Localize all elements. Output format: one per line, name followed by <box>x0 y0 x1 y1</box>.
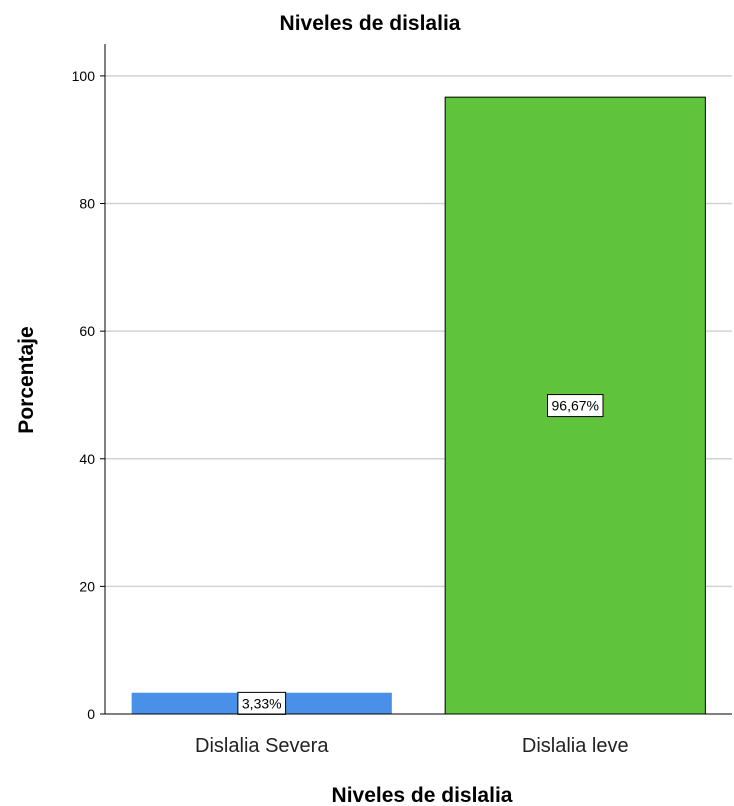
x-axis-title: Niveles de dislalia <box>332 784 513 806</box>
y-tick-label: 0 <box>87 706 95 722</box>
y-tick-label: 60 <box>79 323 95 339</box>
data-labels: 3,33% 96,67% <box>237 394 604 715</box>
data-label: 96,67% <box>552 398 599 414</box>
y-axis-ticks: 0 20 40 60 80 100 <box>72 68 105 722</box>
y-tick-label: 100 <box>72 68 96 84</box>
bars <box>131 96 706 715</box>
y-axis-title: Porcentaje <box>15 326 38 433</box>
y-tick-label: 80 <box>79 196 95 212</box>
y-tick-label: 40 <box>79 451 95 467</box>
x-category-label: Dislalia leve <box>522 735 629 757</box>
data-label: 3,33% <box>242 695 282 711</box>
data-label-box <box>547 394 604 418</box>
chart-title: Niveles de dislalia <box>280 12 461 35</box>
x-category-label: Dislalia Severa <box>195 735 329 757</box>
x-axis-categories: Dislalia Severa Dislalia leve <box>195 735 629 757</box>
y-tick-label: 20 <box>79 578 95 594</box>
